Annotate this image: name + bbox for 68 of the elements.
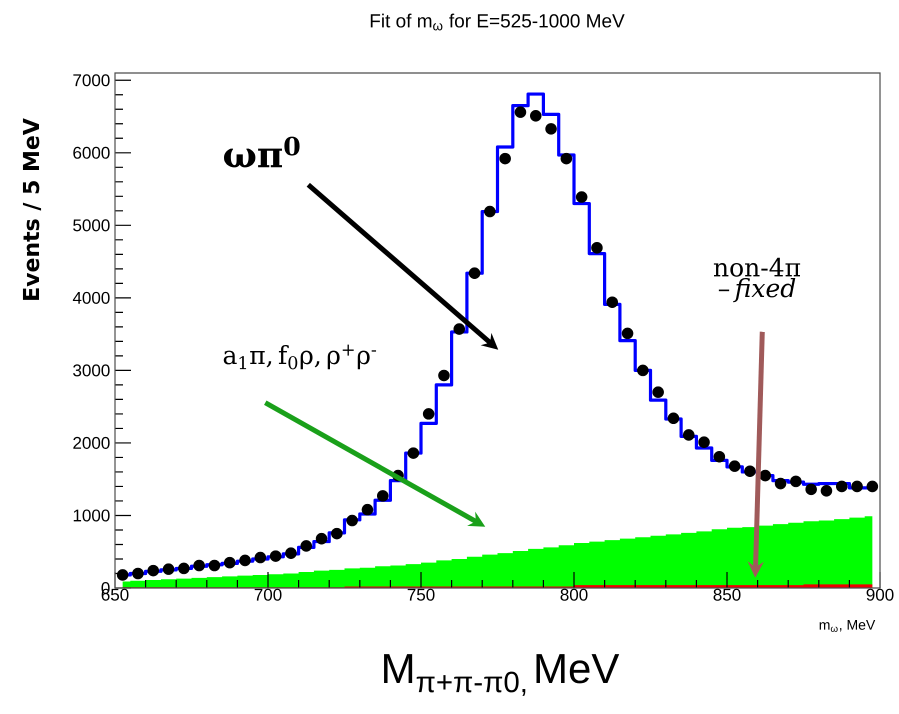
point [851,480,863,492]
point [499,152,511,164]
point [193,560,205,572]
point [545,123,557,135]
point [774,478,786,490]
point [422,408,434,420]
point [162,563,174,575]
point [744,465,756,477]
y-tick-label: 3000 [73,364,110,376]
x-tick-label: 850 [714,588,741,601]
point [836,480,848,492]
point [637,364,649,376]
point [514,106,526,118]
x-axis-title: m$_{ω}$, MeV [820,620,876,632]
point [346,514,358,526]
point [591,242,603,254]
point [147,564,160,576]
point [805,484,817,496]
point [376,490,389,502]
y-tick-label: 7000 [73,74,110,86]
x-tick-label: 750 [408,588,435,601]
point [239,554,251,566]
x-tick-label: 900 [866,588,894,601]
point [453,323,466,335]
x-tick-label: 700 [254,588,282,601]
point [576,191,588,203]
annotation: a$_{1}$π, f$_{0}$ρ, ρ$^{+}$ρ$^{-}$ [224,344,376,370]
point [682,429,695,441]
point [270,550,282,562]
point [530,110,542,122]
point [606,296,618,308]
y-tick-label: 2000 [73,436,110,449]
point [622,328,634,340]
x-tick-label: 800 [560,588,588,601]
point [698,436,710,448]
point [178,562,190,574]
point [484,206,496,218]
point [362,504,374,516]
point [224,556,236,568]
annotation: ωπ$^{0}$ [224,136,300,168]
chart-title: Fit of m$_{ω}$ for E=525-1000 MeV [370,14,625,30]
point [652,386,664,398]
point [438,370,450,382]
y-tick-label: 4000 [72,292,110,304]
annotation: non-4π – fixed [714,258,800,302]
point [728,460,740,472]
point [408,447,420,459]
point [208,560,220,572]
point [668,412,680,424]
y-tick-label: 6000 [73,146,110,159]
y-axis-title: Events / 5 MeV [22,118,42,300]
point [316,532,328,544]
point [254,552,266,564]
point [714,450,726,462]
point [866,480,878,492]
point [820,485,832,497]
y-tick-label: 1000 [74,509,110,522]
y-tick-label: 5000 [73,219,110,232]
point [759,470,772,482]
point [790,476,802,488]
point [331,528,343,540]
point [285,547,297,559]
point [468,267,480,279]
point [116,569,128,581]
text: M$_{π+π-π0,}$ MeV [384,654,620,696]
point [560,152,572,164]
point [300,540,312,552]
point [132,568,144,580]
